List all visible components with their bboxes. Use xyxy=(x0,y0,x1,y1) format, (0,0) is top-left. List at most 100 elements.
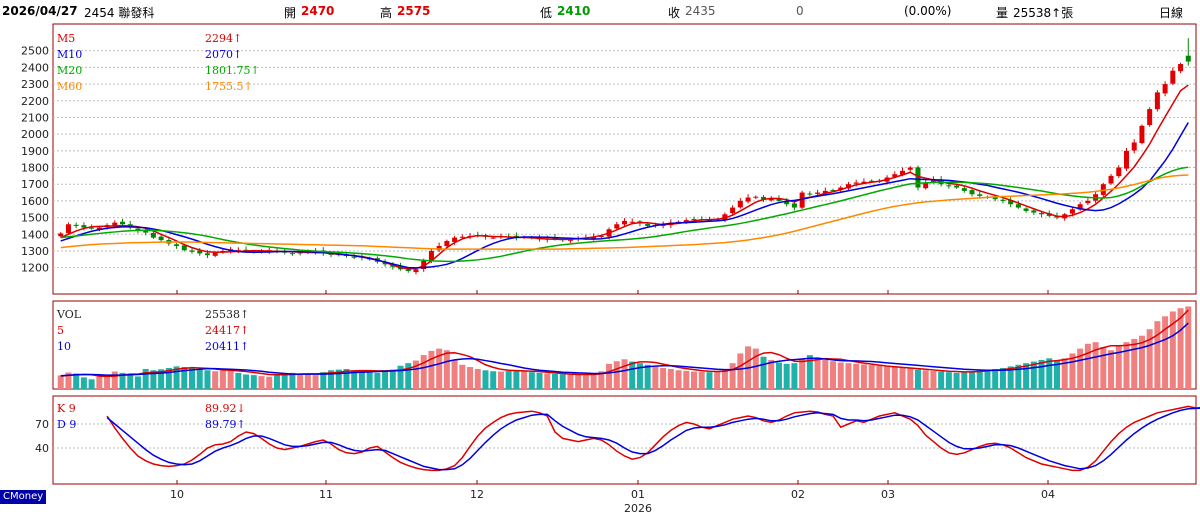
candle-body xyxy=(784,201,790,205)
volume-bar xyxy=(1138,335,1145,389)
volume-bar xyxy=(737,353,744,389)
volume-legend-name: 5 xyxy=(57,324,64,337)
volume-bar xyxy=(961,372,968,389)
change-value: 0 xyxy=(796,4,804,18)
volume-value: 25538↑張 xyxy=(1013,6,1074,20)
candle-body xyxy=(730,207,736,214)
volume-bar xyxy=(374,372,381,389)
month-label: 12 xyxy=(470,488,484,501)
candle-body xyxy=(73,224,79,226)
volume-legend-value: 24417↑ xyxy=(205,324,249,337)
volume-bar xyxy=(582,375,589,389)
candle-body xyxy=(58,233,64,237)
volume-bar xyxy=(258,376,265,389)
candle-body xyxy=(1131,142,1137,151)
volume-bar xyxy=(57,375,64,389)
candle-body xyxy=(776,198,782,201)
candle-body xyxy=(683,220,689,223)
volume-bar xyxy=(134,376,141,389)
volume-bar xyxy=(930,370,937,389)
kd-k-line xyxy=(106,405,1200,472)
candle-body xyxy=(629,221,635,223)
volume-bar xyxy=(474,368,481,389)
volume-bar xyxy=(1015,364,1022,389)
candle-body xyxy=(923,182,929,189)
candle-body xyxy=(120,221,126,225)
price-tick-label: 2500 xyxy=(21,45,49,58)
price-legend-name: M10 xyxy=(57,48,82,61)
panel-frame xyxy=(52,23,1197,295)
volume-bar xyxy=(899,367,906,389)
volume-ma10-line xyxy=(60,322,1189,377)
volume-legend-name: VOL xyxy=(56,308,82,321)
volume-bar xyxy=(1131,338,1138,389)
candle-body xyxy=(853,182,859,184)
volume-label: 量 xyxy=(996,6,1009,20)
volume-bar xyxy=(636,363,643,389)
candle-body xyxy=(1085,200,1091,204)
volume-bar xyxy=(938,371,945,389)
stock-name: 2454 聯發科 xyxy=(84,6,155,20)
candle-body xyxy=(436,245,442,251)
price-tick-label: 1600 xyxy=(21,195,49,208)
volume-bar xyxy=(1061,358,1068,389)
price-legend-value: 2070↑ xyxy=(205,48,242,61)
volume-bar xyxy=(775,362,782,389)
price-tick-label: 2000 xyxy=(21,128,49,141)
price-legend-value: 1755.5↑ xyxy=(205,80,253,93)
volume-bar xyxy=(1123,342,1130,389)
price-tick-label: 2300 xyxy=(21,78,49,91)
kd-tick-label: 40 xyxy=(35,442,49,455)
volume-bar xyxy=(73,373,80,389)
candle-body xyxy=(1139,125,1145,144)
candle-body xyxy=(791,203,797,208)
month-label: 04 xyxy=(1041,488,1055,501)
price-tick-label: 1700 xyxy=(21,178,49,191)
volume-bar xyxy=(1046,358,1053,389)
candle-body xyxy=(1015,204,1021,208)
candle-body xyxy=(567,239,573,241)
volume-bar xyxy=(760,356,767,389)
volume-bar xyxy=(289,372,296,389)
volume-bar xyxy=(273,375,280,389)
volume-bar xyxy=(644,364,651,389)
volume-bar xyxy=(799,358,806,389)
price-tick-label: 2200 xyxy=(21,95,49,108)
candle-body xyxy=(722,214,728,220)
volume-bar xyxy=(1162,316,1169,389)
candle-body xyxy=(1108,175,1114,184)
volume-bar xyxy=(1115,345,1122,389)
price-tick-label: 1500 xyxy=(21,212,49,225)
price-legend-value: 1801.75↑ xyxy=(205,64,260,77)
volume-bar xyxy=(173,366,180,389)
candle-body xyxy=(1116,167,1122,177)
candle-body xyxy=(96,227,102,230)
close-value: 2435 xyxy=(685,4,716,18)
kd-legend-name: K 9 xyxy=(57,402,76,415)
candle-body xyxy=(1178,64,1184,72)
candle-body xyxy=(81,225,87,228)
volume-bar xyxy=(428,350,435,389)
volume-bar xyxy=(459,364,466,389)
price-m20-line xyxy=(60,166,1189,263)
volume-bar xyxy=(212,371,219,389)
volume-bar xyxy=(675,370,682,389)
volume-bar xyxy=(721,369,728,389)
volume-bar xyxy=(791,363,798,389)
candle-body xyxy=(591,236,597,239)
price-tick-label: 1400 xyxy=(21,228,49,241)
volume-bar xyxy=(467,367,474,389)
volume-bar xyxy=(567,374,574,389)
candle-body xyxy=(189,250,195,252)
price-tick-label: 2100 xyxy=(21,111,49,124)
volume-bar xyxy=(1177,308,1184,389)
volume-bar xyxy=(80,377,87,389)
volume-bar xyxy=(837,362,844,389)
volume-bar xyxy=(806,355,813,389)
price-legend-name: M5 xyxy=(57,32,75,45)
candle-body xyxy=(691,219,697,221)
high-label: 高 xyxy=(380,6,393,20)
volume-bar xyxy=(335,369,342,389)
candle-body xyxy=(830,189,836,191)
